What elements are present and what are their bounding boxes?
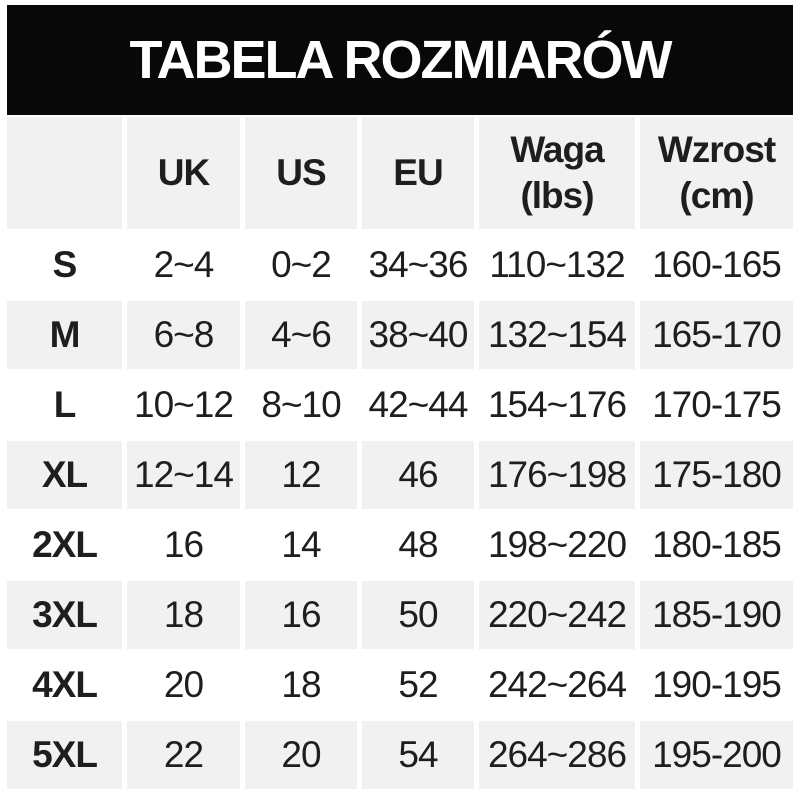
wzrost-value-cell: 185-190: [640, 581, 793, 649]
eu-value-cell: 52: [362, 651, 474, 719]
eu-value-cell: 46: [362, 441, 474, 509]
uk-value-cell: 6~8: [127, 301, 240, 369]
column-header-waga-lbs: Waga (lbs): [479, 117, 635, 229]
wzrost-value-cell: 175-180: [640, 441, 793, 509]
size-cell: S: [7, 231, 122, 299]
eu-value-cell: 48: [362, 511, 474, 579]
uk-value-cell: 10~12: [127, 371, 240, 439]
eu-value-cell: 50: [362, 581, 474, 649]
wzrost-value-cell: 160-165: [640, 231, 793, 299]
waga-value-cell: 176~198: [479, 441, 635, 509]
us-value-cell: 0~2: [245, 231, 357, 299]
column-header-uk: UK: [127, 117, 240, 229]
wzrost-value-cell: 190-195: [640, 651, 793, 719]
eu-value-cell: 34~36: [362, 231, 474, 299]
table-row-3xl: 3XL 18 16 50 220~242 185-190: [7, 581, 793, 649]
us-value-cell: 4~6: [245, 301, 357, 369]
us-value-cell: 8~10: [245, 371, 357, 439]
waga-value-cell: 154~176: [479, 371, 635, 439]
table-header-row: UK US EU Waga (lbs) Wzrost (cm): [7, 117, 793, 229]
wzrost-value-cell: 165-170: [640, 301, 793, 369]
page-title: TABELA ROZMIARÓW: [129, 30, 673, 90]
table-row-s: S 2~4 0~2 34~36 110~132 160-165: [7, 231, 793, 299]
title-bar: TABELA ROZMIARÓW: [7, 5, 793, 115]
waga-value-cell: 264~286: [479, 721, 635, 789]
uk-value-cell: 20: [127, 651, 240, 719]
waga-value-cell: 132~154: [479, 301, 635, 369]
size-cell: 2XL: [7, 511, 122, 579]
uk-value-cell: 22: [127, 721, 240, 789]
us-value-cell: 14: [245, 511, 357, 579]
table-row-5xl: 5XL 22 20 54 264~286 195-200: [7, 721, 793, 789]
uk-value-cell: 16: [127, 511, 240, 579]
eu-value-cell: 38~40: [362, 301, 474, 369]
size-cell: 4XL: [7, 651, 122, 719]
size-cell: M: [7, 301, 122, 369]
size-cell: XL: [7, 441, 122, 509]
us-value-cell: 12: [245, 441, 357, 509]
eu-value-cell: 54: [362, 721, 474, 789]
waga-value-cell: 110~132: [479, 231, 635, 299]
uk-value-cell: 12~14: [127, 441, 240, 509]
uk-value-cell: 2~4: [127, 231, 240, 299]
size-cell: L: [7, 371, 122, 439]
size-table: UK US EU Waga (lbs) Wzrost (cm) S 2~4 0~…: [7, 117, 793, 789]
table-row-2xl: 2XL 16 14 48 198~220 180-185: [7, 511, 793, 579]
wzrost-value-cell: 170-175: [640, 371, 793, 439]
uk-value-cell: 18: [127, 581, 240, 649]
wzrost-value-cell: 195-200: [640, 721, 793, 789]
waga-value-cell: 220~242: [479, 581, 635, 649]
table-row-l: L 10~12 8~10 42~44 154~176 170-175: [7, 371, 793, 439]
waga-value-cell: 198~220: [479, 511, 635, 579]
size-cell: 5XL: [7, 721, 122, 789]
column-header-size: [7, 117, 122, 229]
column-header-us: US: [245, 117, 357, 229]
table-row-m: M 6~8 4~6 38~40 132~154 165-170: [7, 301, 793, 369]
table-row-4xl: 4XL 20 18 52 242~264 190-195: [7, 651, 793, 719]
us-value-cell: 20: [245, 721, 357, 789]
table-row-xl: XL 12~14 12 46 176~198 175-180: [7, 441, 793, 509]
waga-value-cell: 242~264: [479, 651, 635, 719]
eu-value-cell: 42~44: [362, 371, 474, 439]
column-header-eu: EU: [362, 117, 474, 229]
us-value-cell: 18: [245, 651, 357, 719]
us-value-cell: 16: [245, 581, 357, 649]
size-cell: 3XL: [7, 581, 122, 649]
column-header-wzrost-cm: Wzrost (cm): [640, 117, 793, 229]
wzrost-value-cell: 180-185: [640, 511, 793, 579]
